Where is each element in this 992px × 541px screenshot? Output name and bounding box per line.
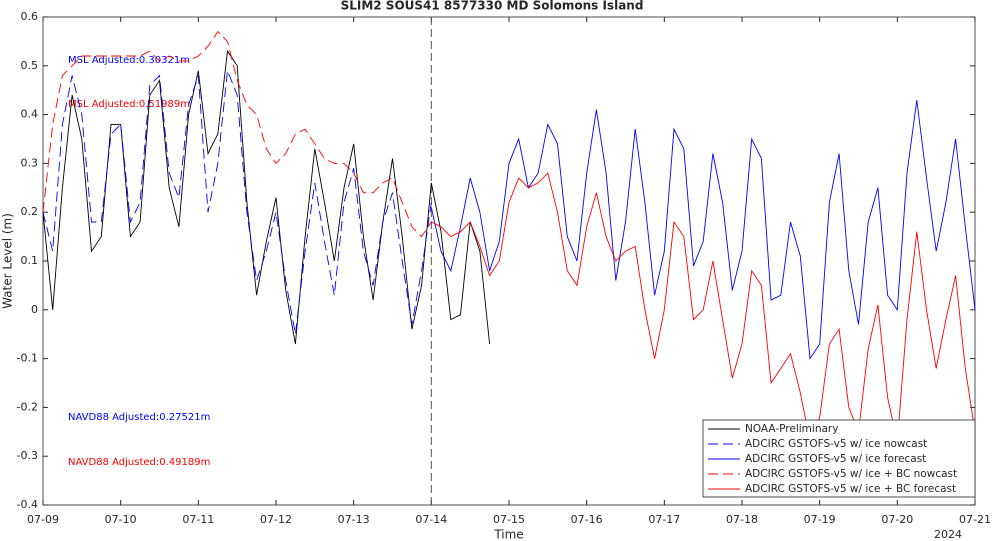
y-tick-label: 0.1 [21,254,39,267]
chart-title: SLIM2 SOUS41 8577330 MD Solomons Island [341,0,644,13]
annotation: MSL Adjusted:0.30321m [68,55,190,66]
series-line [42,70,432,335]
annotation: NAVD88 Adjusted:0.27521m [68,412,210,423]
y-tick-label: -0.3 [17,449,38,462]
x-tick-label: 07-16 [571,513,603,526]
y-tick-label: 0.4 [21,108,39,121]
y-axis-label: Water Level (m) [1,213,15,309]
annotation: MSL Adjusted:0.51989m [68,99,190,110]
y-tick-label: 0.6 [21,10,39,23]
x-tick-label: 07-10 [105,513,137,526]
x-sublabel: 2024 [934,528,962,541]
x-tick-label: 07-14 [415,513,447,526]
y-tick-label: 0.5 [21,59,39,72]
x-tick-label: 07-12 [260,513,292,526]
annotation: NAVD88 Adjusted:0.49189m [68,457,210,468]
x-tick-label: 07-19 [804,513,836,526]
legend-box [702,419,976,498]
x-axis-label: Time [493,528,523,541]
x-tick-label: 07-17 [648,513,680,526]
x-tick-label: 07-09 [27,513,59,526]
y-tick-label: -0.2 [17,400,38,413]
legend-label: ADCIRC GSTOFS-v5 w/ ice + BC nowcast [745,468,957,480]
y-tick-label: -0.1 [17,352,38,365]
legend-label: ADCIRC GSTOFS-v5 w/ ice forecast [745,453,926,465]
y-tick-label: 0 [31,303,38,316]
legend-label: ADCIRC GSTOFS-v5 w/ ice + BC forecast [745,483,956,495]
x-tick-label: 07-21 [959,513,991,526]
legend-label: ADCIRC GSTOFS-v5 w/ ice nowcast [745,438,927,450]
y-tick-label: 0.2 [21,205,39,218]
series-line [42,30,432,238]
y-tick-label: 0.3 [21,156,39,169]
y-tick-label: -0.4 [17,498,38,511]
x-tick-label: 07-15 [493,513,525,526]
x-tick-label: 07-18 [726,513,758,526]
legend-label: NOAA-Preliminary [745,423,838,435]
series-line [42,49,491,345]
series-line [430,99,976,360]
x-tick-label: 07-20 [881,513,913,526]
series-line [431,172,976,444]
x-tick-label: 07-11 [182,513,214,526]
x-tick-label: 07-13 [338,513,370,526]
